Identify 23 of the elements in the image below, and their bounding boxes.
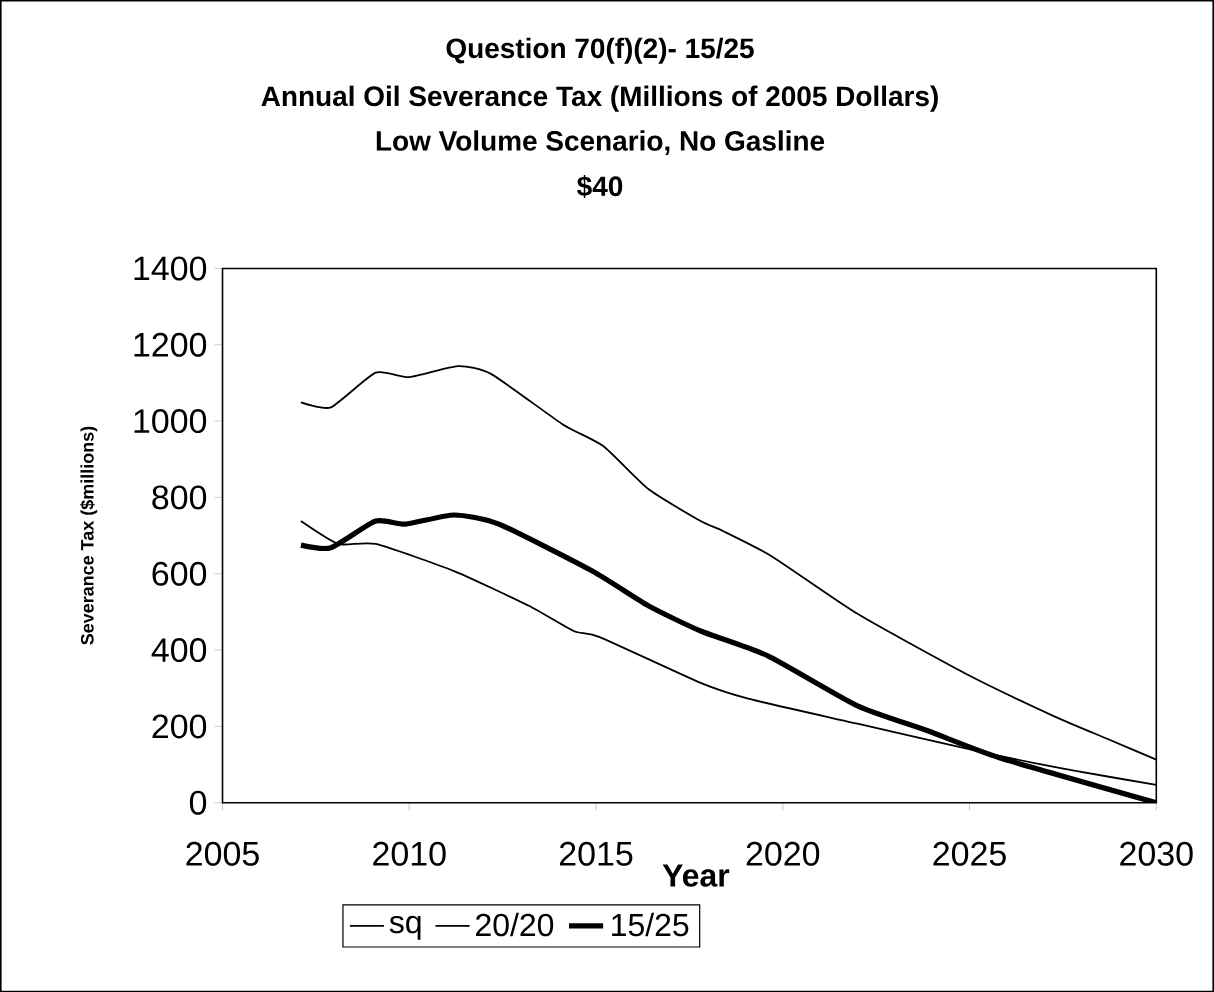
legend-label: sq [389,915,421,940]
legend-label: 20/20 [476,912,554,937]
x-axis-title: Year [662,864,730,887]
y-tick-label: 0 [189,790,207,815]
x-tick-label: 2030 [1120,841,1193,866]
x-tick-label: 2010 [373,841,446,866]
text: Low Volume Scenario, No Gasline [376,130,825,155]
y-tick-label: 200 [152,714,207,739]
y-tick-label: 400 [151,637,207,662]
text: $40 [577,174,623,198]
y-tick-label: 600 [152,561,207,586]
y-tick-label: 800 [152,485,207,510]
x-tick-label: 2015 [559,841,633,866]
chart-title: Question 70(f)(2)- 15/25 [446,37,754,64]
chart-subtitle: Annual Oil Severance Tax (Millions of 2005 Dollars) [261,85,938,112]
legend-label: 15/25 [612,912,689,937]
y-tick-label: 1200 [134,332,207,357]
x-tick-label: 2020 [746,841,820,866]
y-tick-label: 1400 [134,256,207,281]
y-axis-title: Severance Tax ($millions) [80,426,98,645]
x-tick-label: 2005 [186,841,259,866]
x-tick-label: 2025 [933,841,1006,866]
y-tick-label: 1000 [134,408,207,433]
